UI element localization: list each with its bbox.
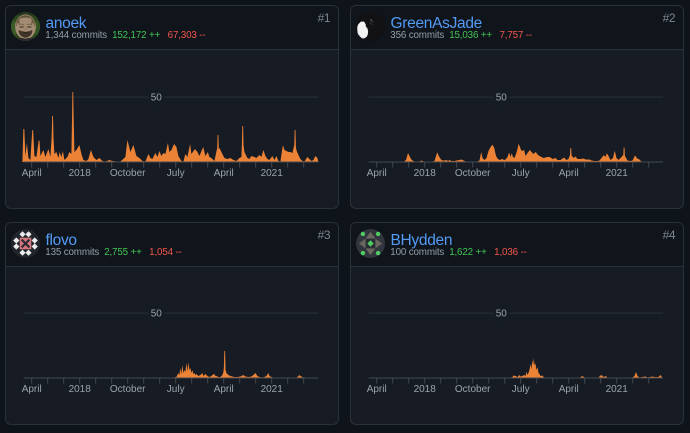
svg-text:October: October <box>110 168 146 179</box>
svg-text:2021: 2021 <box>606 384 629 395</box>
svg-text:50: 50 <box>496 93 508 104</box>
svg-text:April: April <box>367 384 387 395</box>
svg-text:2021: 2021 <box>606 168 629 179</box>
svg-text:2021: 2021 <box>261 168 284 179</box>
svg-text:October: October <box>455 384 491 395</box>
svg-text:50: 50 <box>151 309 163 320</box>
svg-text:July: July <box>167 168 185 179</box>
svg-text:2018: 2018 <box>69 384 92 395</box>
svg-text:October: October <box>455 168 491 179</box>
svg-text:2021: 2021 <box>261 384 284 395</box>
svg-text:50: 50 <box>151 93 163 104</box>
svg-text:July: July <box>512 384 530 395</box>
svg-text:April: April <box>367 168 387 179</box>
svg-text:2018: 2018 <box>414 168 437 179</box>
svg-text:April: April <box>559 384 579 395</box>
svg-text:April: April <box>559 168 579 179</box>
svg-text:April: April <box>22 384 42 395</box>
svg-text:2018: 2018 <box>414 384 437 395</box>
svg-text:2018: 2018 <box>69 168 92 179</box>
svg-text:April: April <box>214 168 234 179</box>
svg-text:July: July <box>512 168 530 179</box>
svg-text:October: October <box>110 384 146 395</box>
svg-text:April: April <box>214 384 234 395</box>
svg-text:July: July <box>167 384 185 395</box>
svg-text:April: April <box>22 168 42 179</box>
svg-text:50: 50 <box>496 309 508 320</box>
